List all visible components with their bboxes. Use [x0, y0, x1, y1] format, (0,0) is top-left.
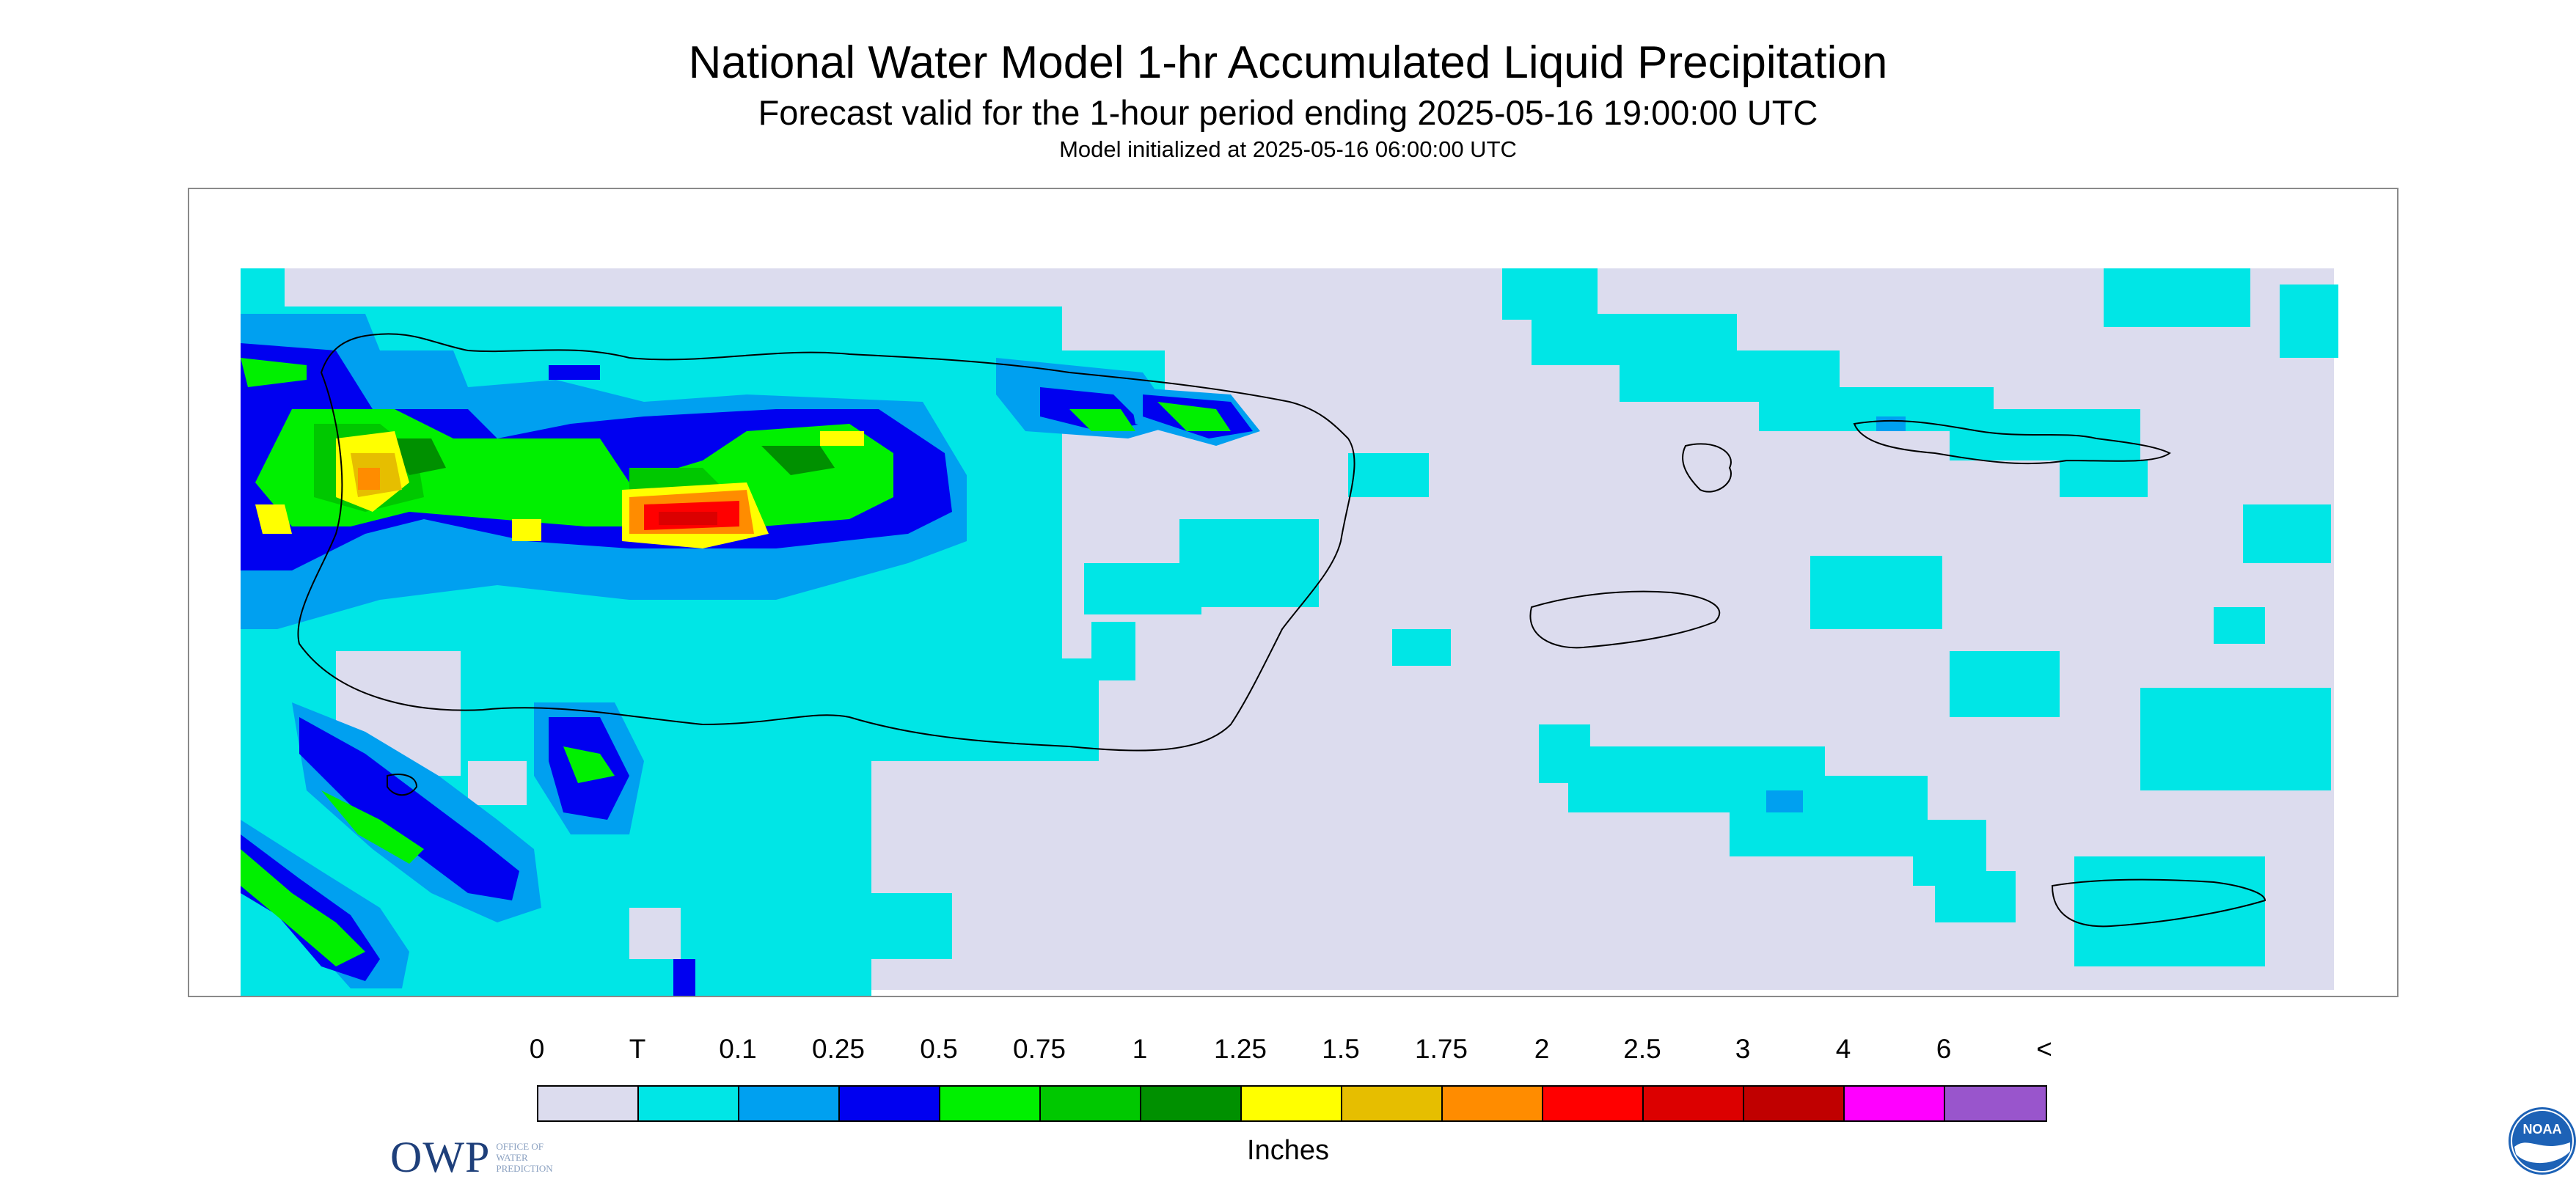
owp-wordmark: OWP — [390, 1133, 491, 1181]
green-core-east — [1157, 402, 1231, 431]
legend-swatch — [739, 1087, 840, 1120]
legend-label: 3 — [1735, 1034, 1751, 1064]
legend-label: < — [2036, 1034, 2052, 1064]
legend-swatch — [840, 1087, 940, 1120]
coastlines — [297, 333, 2266, 928]
svg-text:NOAA: NOAA — [2523, 1122, 2562, 1137]
map-title: National Water Model 1-hr Accumulated Li… — [688, 37, 1888, 88]
legend-swatch — [1342, 1087, 1443, 1120]
west-precip-field — [241, 268, 1179, 996]
noaa-logo-icon: NOAA — [2509, 1107, 2576, 1175]
legend-label: 1.75 — [1414, 1034, 1468, 1064]
legend-swatch — [1041, 1087, 1141, 1120]
legend-label: 4 — [1835, 1034, 1851, 1064]
legend-swatch — [1945, 1087, 2046, 1120]
legend-label: 2.5 — [1623, 1034, 1661, 1064]
legend-swatch — [639, 1087, 739, 1120]
legend-label: 0.5 — [920, 1034, 958, 1064]
owp-subtitle: OFFICE OF WATER PREDICTION — [496, 1141, 552, 1174]
map-subtitle: Forecast valid for the 1-hour period end… — [758, 93, 1818, 132]
legend-swatch — [1242, 1087, 1342, 1120]
legend-label: 0.1 — [719, 1034, 757, 1064]
legend-swatch — [1744, 1087, 1845, 1120]
legend-label: 2 — [1534, 1034, 1550, 1064]
legend-label: 6 — [1936, 1034, 1952, 1064]
legend-swatch — [1543, 1087, 1644, 1120]
no-data-strip — [241, 990, 2334, 996]
trace-precip-areas — [1084, 268, 2338, 966]
owp-sub-line: WATER — [496, 1151, 528, 1163]
puerto-rico-coast — [297, 333, 1355, 752]
model-init-time: Model initialized at 2025-05-16 06:00:00… — [1059, 136, 1517, 162]
legend-color-bar — [537, 1085, 2047, 1122]
legend-label: 1.5 — [1322, 1034, 1360, 1064]
precip-legend: 0 T 0.1 0.25 0.5 0.75 1 1.25 1.5 1.75 2 2.5 3 4 6 < — [530, 1034, 2055, 1159]
legend-swatch — [940, 1087, 1041, 1120]
legend-swatch — [1644, 1087, 1744, 1120]
legend-units: Inches — [1247, 1135, 1329, 1166]
legend-label: 1.25 — [1213, 1034, 1267, 1064]
legend-label: 1 — [1132, 1034, 1148, 1064]
vieques-coast — [1529, 590, 1721, 649]
virgin-islands-coast — [1853, 419, 2171, 465]
legend-swatch — [1845, 1087, 1945, 1120]
st-croix-coast — [2051, 878, 2266, 928]
legend-swatch — [1443, 1087, 1543, 1120]
legend-label: 0.75 — [1012, 1034, 1066, 1064]
precipitation-map — [241, 268, 2338, 996]
mona-island-coast — [387, 774, 418, 796]
legend-swatch — [1141, 1087, 1242, 1120]
owp-sub-line: OFFICE OF — [496, 1140, 544, 1152]
owp-sub-line: PREDICTION — [496, 1162, 553, 1174]
legend-label: T — [629, 1034, 646, 1064]
owp-logo: OWP OFFICE OF WATER PREDICTION — [390, 1135, 553, 1179]
legend-swatch — [538, 1087, 639, 1120]
legend-label: 0 — [529, 1034, 545, 1064]
legend-label: 0.25 — [811, 1034, 866, 1064]
map-panel: OWP OFFICE OF WATER PREDICTION NOAA — [188, 188, 2576, 1179]
culebra-coast — [1682, 443, 1732, 493]
